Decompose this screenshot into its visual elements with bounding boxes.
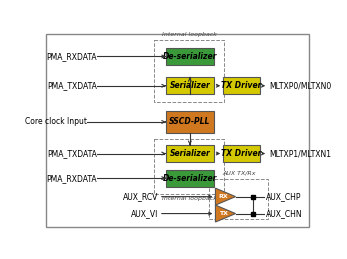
- Text: AUX TX/Rx: AUX TX/Rx: [222, 170, 255, 175]
- Bar: [154, 40, 224, 102]
- Text: PMA_RXDATA: PMA_RXDATA: [46, 52, 97, 61]
- Text: PMA_TXDATA: PMA_TXDATA: [47, 149, 97, 158]
- Text: TX Driver: TX Driver: [221, 149, 262, 158]
- Bar: [209, 179, 268, 219]
- Text: Internal loopback: Internal loopback: [162, 32, 217, 37]
- Bar: [166, 77, 214, 94]
- Bar: [223, 145, 260, 162]
- Text: De-serializer: De-serializer: [163, 174, 217, 183]
- Bar: [154, 139, 224, 194]
- Text: De-serializer: De-serializer: [163, 52, 217, 61]
- Bar: [223, 77, 260, 94]
- Text: Serializer: Serializer: [169, 149, 210, 158]
- Text: AUX_VI: AUX_VI: [131, 209, 158, 218]
- Bar: [166, 170, 214, 187]
- Text: Internal loopback: Internal loopback: [162, 196, 217, 202]
- Polygon shape: [215, 188, 236, 205]
- Polygon shape: [215, 205, 236, 222]
- Bar: [166, 48, 214, 65]
- Text: AUX_CHN: AUX_CHN: [266, 209, 303, 218]
- Text: Serializer: Serializer: [169, 81, 210, 90]
- Text: PMA_RXDATA: PMA_RXDATA: [46, 174, 97, 183]
- Text: AUX_CHP: AUX_CHP: [266, 192, 301, 201]
- Text: RX: RX: [218, 194, 228, 199]
- Text: MLTXP0/MLTXN0: MLTXP0/MLTXN0: [270, 81, 332, 90]
- Text: SSCD-PLL: SSCD-PLL: [169, 117, 211, 126]
- Text: TX Driver: TX Driver: [221, 81, 262, 90]
- Text: PMA_TXDATA: PMA_TXDATA: [47, 81, 97, 90]
- Text: AUX_RCV: AUX_RCV: [123, 192, 158, 201]
- Bar: [166, 111, 214, 133]
- Bar: [166, 145, 214, 162]
- Text: MLTXP1/MLTXN1: MLTXP1/MLTXN1: [270, 149, 332, 158]
- Text: Core clock Input: Core clock Input: [25, 117, 87, 126]
- Text: TX: TX: [219, 211, 228, 216]
